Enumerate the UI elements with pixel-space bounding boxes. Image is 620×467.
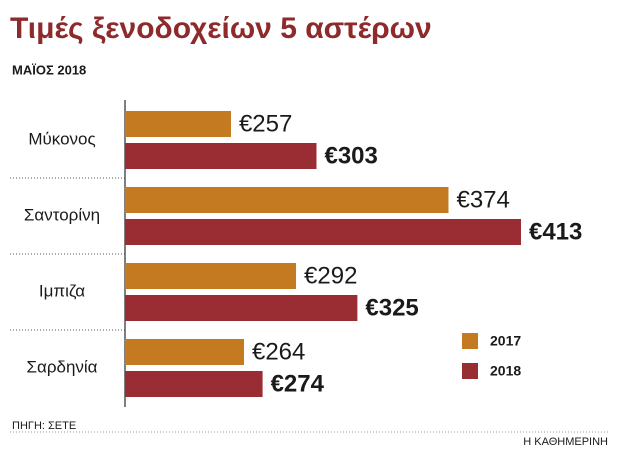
bar — [125, 263, 297, 289]
bar — [125, 143, 317, 169]
value-label: €292 — [304, 262, 357, 289]
credit: Η ΚΑΘΗΜΕΡΙΝΗ — [523, 436, 608, 448]
legend-label: 2018 — [490, 363, 521, 379]
legend-label: 2017 — [490, 333, 521, 349]
bar — [125, 219, 521, 245]
bar — [125, 295, 358, 321]
bar — [125, 111, 231, 137]
bar — [125, 187, 449, 213]
category-label: Ιμπιζα — [39, 281, 85, 300]
bar — [125, 371, 263, 397]
value-label: €264 — [252, 338, 305, 365]
legend-swatch — [462, 363, 478, 379]
chart-title: Τιμές ξενοδοχείων 5 αστέρων — [10, 12, 432, 45]
category-label: Σαρδηνία — [26, 357, 97, 376]
chart-subtitle: ΜΑΪΟΣ 2018 — [12, 62, 86, 77]
value-label: €325 — [365, 294, 418, 321]
legend-swatch — [462, 333, 478, 349]
value-label: €303 — [324, 142, 377, 169]
category-label: Μύκονος — [28, 129, 95, 148]
value-label: €274 — [271, 370, 325, 397]
bar — [125, 339, 244, 365]
source: ΠΗΓΗ: ΣΕΤΕ — [12, 420, 76, 432]
value-label: €413 — [529, 218, 582, 245]
value-label: €257 — [239, 110, 292, 137]
value-label: €374 — [456, 186, 509, 213]
category-label: Σαντορίνη — [24, 205, 100, 224]
